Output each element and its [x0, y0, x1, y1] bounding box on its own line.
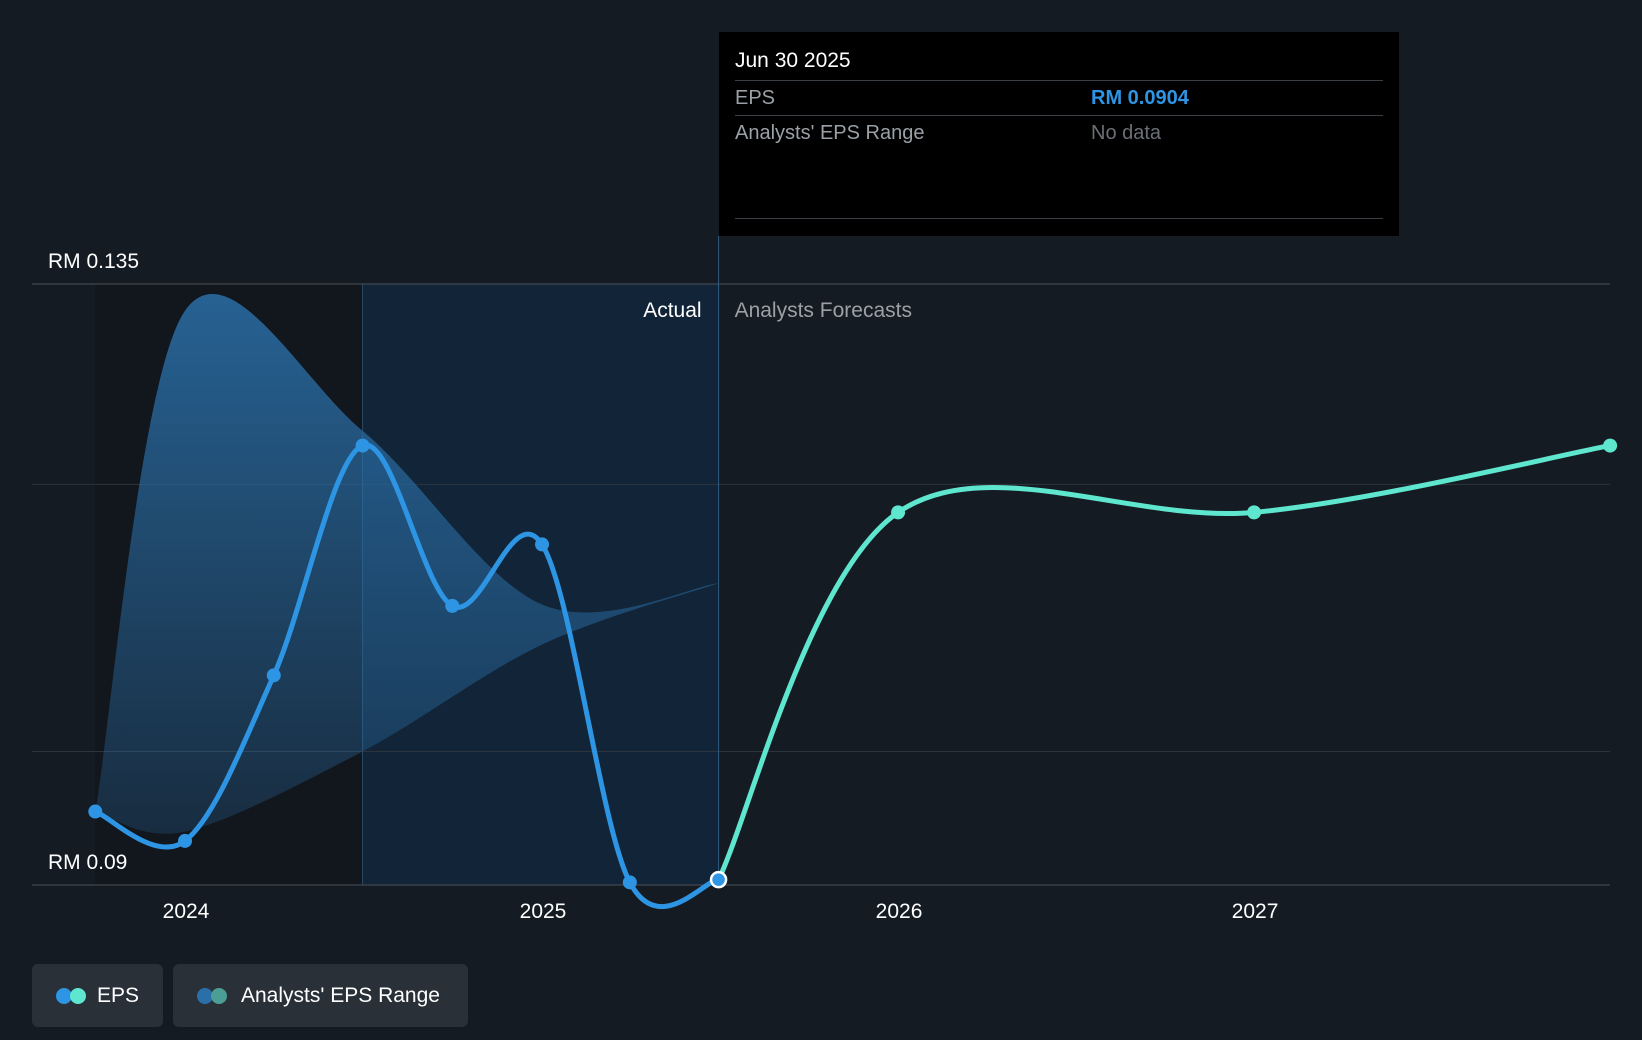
legend-range-button[interactable]: Analysts' EPS Range — [173, 964, 468, 1027]
x-tick-label: 2026 — [876, 900, 923, 923]
tooltip-date: Jun 30 2025 — [735, 49, 851, 72]
actual-section-label: Actual — [643, 299, 701, 322]
eps-forecast-point — [891, 505, 906, 520]
eps-forecast-point — [1247, 505, 1262, 520]
legend-eps-button[interactable]: EPS — [32, 964, 163, 1027]
eps-actual-dot — [56, 987, 72, 1004]
eps-forecast-point — [1603, 438, 1618, 453]
eps-actual-line — [92, 442, 722, 910]
tooltip-divider — [735, 218, 1383, 219]
legend-range-label: Analysts' EPS Range — [241, 983, 440, 1007]
tooltip-row-range: Analysts' EPS Range No data — [735, 115, 1383, 150]
tooltip-row-eps: EPS RM 0.0904 — [735, 80, 1383, 115]
legend-eps-label: EPS — [96, 983, 139, 1007]
eps-actual-point — [88, 804, 103, 819]
eps-actual-point — [535, 537, 550, 552]
eps-forecast-dot — [70, 987, 86, 1004]
eps-highlight-point — [709, 870, 728, 889]
eps-legend-icon — [56, 987, 87, 1005]
tooltip-eps-value: RM 0.0904 — [1091, 87, 1189, 109]
tooltip-range-value: No data — [1091, 122, 1162, 144]
tooltip-range-label: Analysts' EPS Range — [735, 122, 925, 144]
y-label-top: RM 0.135 — [48, 250, 139, 273]
x-tick-label: 2024 — [163, 900, 210, 923]
eps-forecast-line — [716, 443, 1613, 883]
forecast-section-label: Analysts Forecasts — [735, 299, 912, 322]
x-tick-label: 2025 — [520, 900, 567, 923]
eps-range-band — [95, 294, 719, 834]
range-dot-1 — [197, 987, 213, 1004]
eps-actual-point — [355, 438, 370, 453]
eps-actual-point — [178, 833, 193, 848]
eps-actual-point — [445, 598, 460, 613]
tooltip-eps-label: EPS — [735, 87, 776, 109]
x-tick-label: 2027 — [1232, 900, 1279, 923]
tooltip: Jun 30 2025 EPS RM 0.0904 Analysts' EPS … — [719, 32, 1399, 236]
eps-actual-point — [266, 668, 281, 683]
range-legend-icon — [197, 987, 231, 1005]
y-label-bottom: RM 0.09 — [48, 851, 127, 874]
eps-actual-point — [622, 875, 637, 890]
range-dot-2 — [211, 987, 227, 1004]
